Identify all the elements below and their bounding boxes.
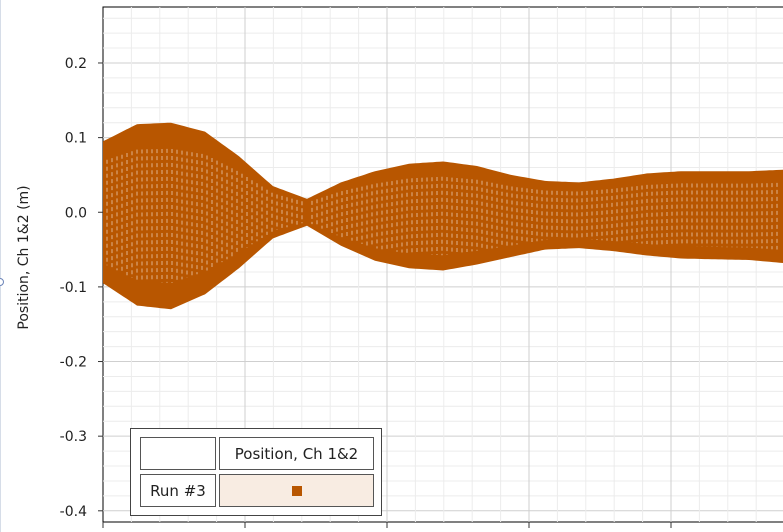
y-axis-label: Position, Ch 1&2 (m) <box>16 185 32 329</box>
y-axis-ticks: 0.2 0.1 0.0 -0.1 -0.2 -0.3 -0.4 <box>60 56 672 528</box>
legend-run-label[interactable]: Run #3 <box>140 474 216 507</box>
left-edge-guide <box>0 0 1 532</box>
y-tick-label: -0.2 <box>60 355 87 371</box>
legend-header: Position, Ch 1&2 <box>219 437 374 470</box>
legend-empty-cell <box>140 437 216 470</box>
oscillation-texture <box>106 148 778 283</box>
data-layer <box>103 122 783 310</box>
legend-swatch-cell[interactable] <box>219 474 374 507</box>
y-tick-label: -0.3 <box>60 429 87 445</box>
y-tick-label: -0.4 <box>60 504 87 520</box>
y-tick-label: -0.1 <box>60 280 87 296</box>
y-tick-label: 0.0 <box>65 205 87 221</box>
y-tick-label: 0.2 <box>65 56 87 72</box>
series-envelope <box>103 122 783 310</box>
legend[interactable]: Position, Ch 1&2 Run #3 <box>130 428 382 516</box>
y-tick-label: 0.1 <box>65 131 87 147</box>
legend-swatch-icon <box>291 485 302 496</box>
